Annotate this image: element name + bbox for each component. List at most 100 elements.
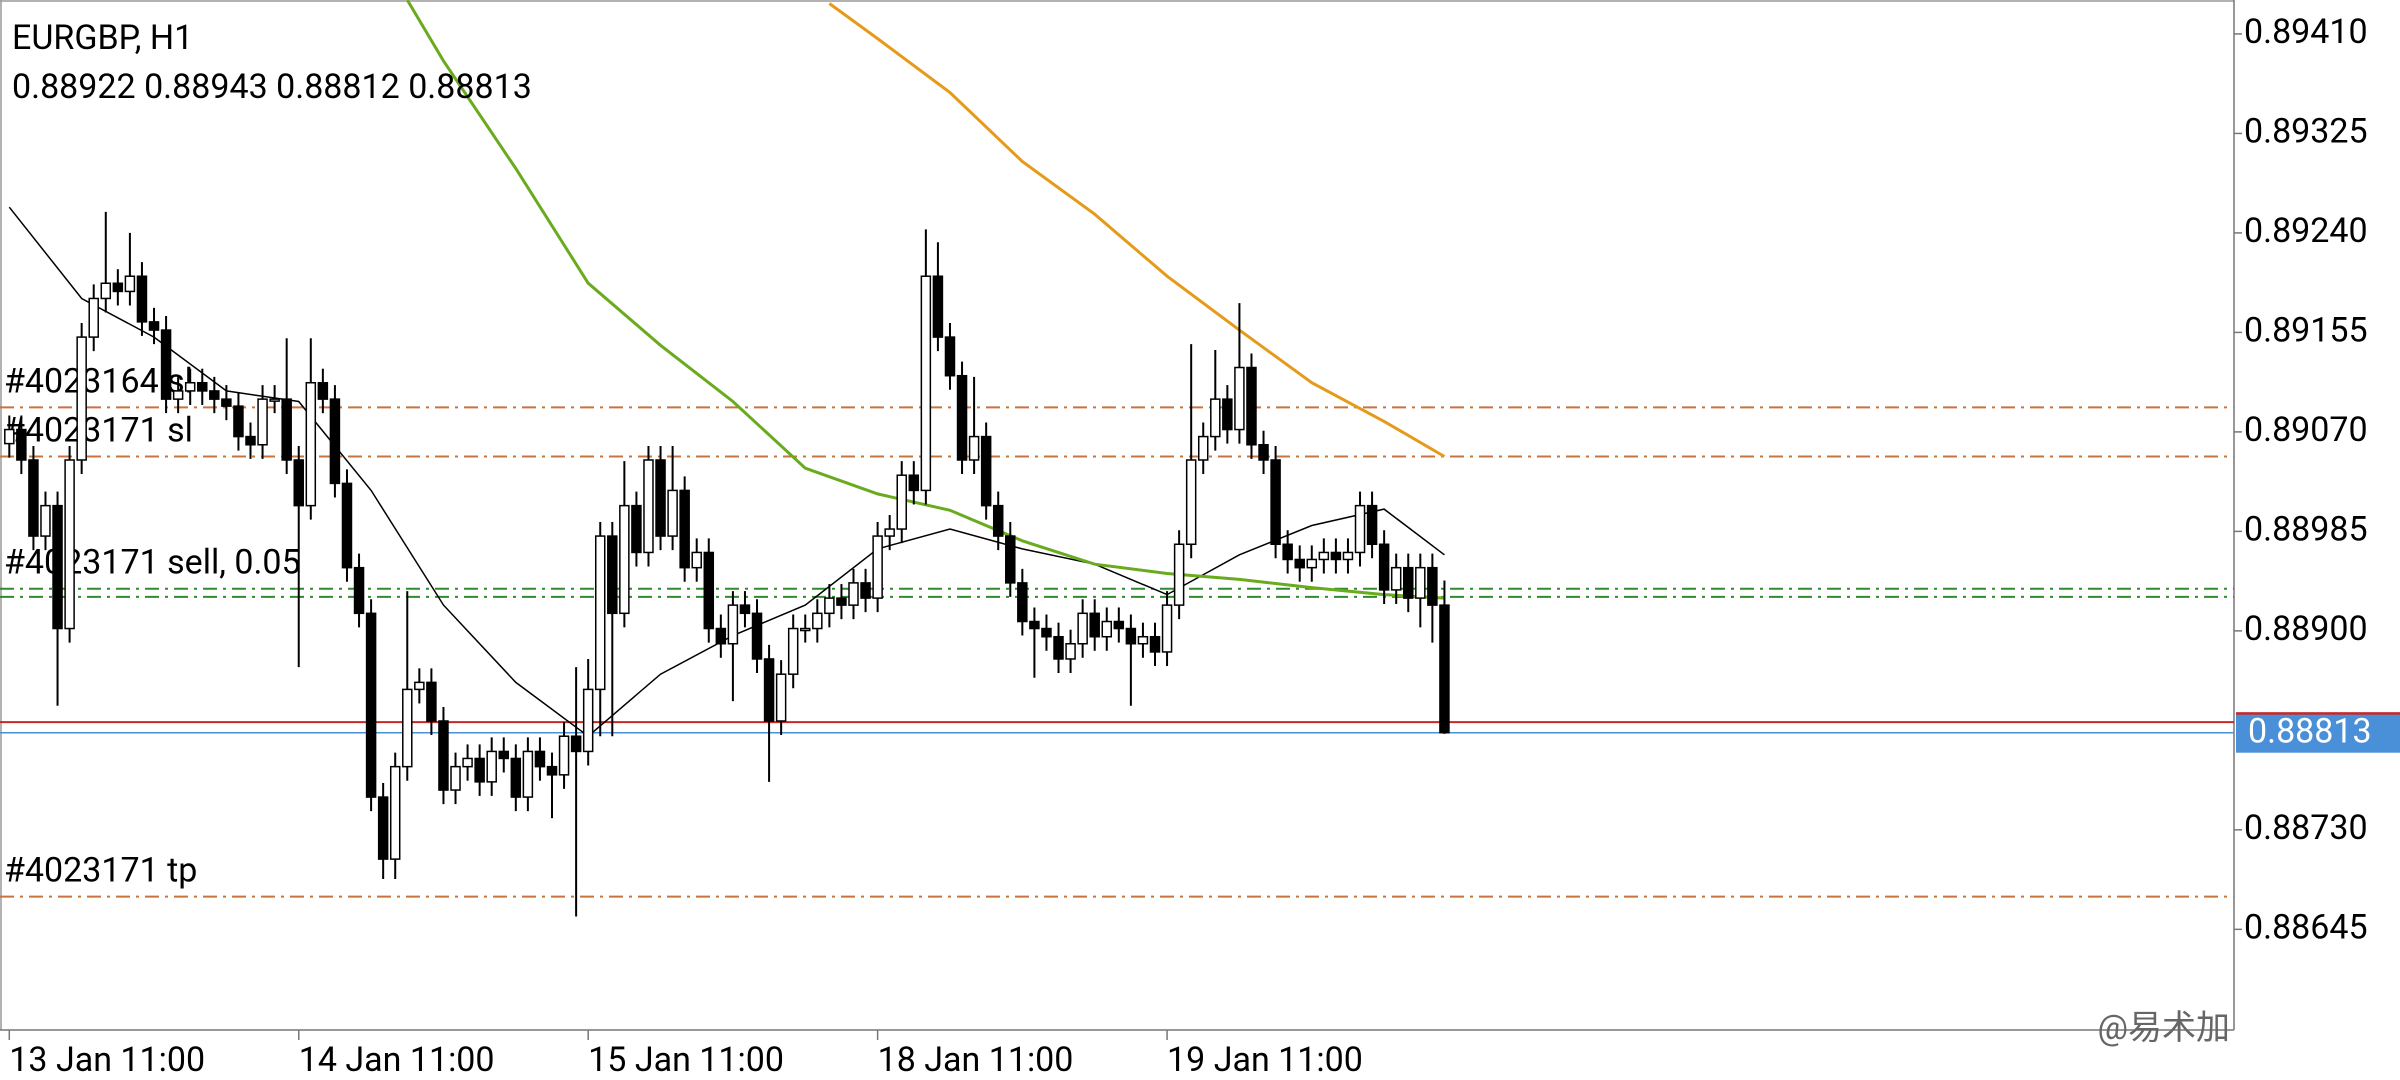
candle-body [64, 459, 75, 630]
candle-body [546, 765, 558, 776]
candle-body [4, 428, 15, 445]
close-value: 0.88813 [408, 67, 532, 107]
candle-body [1354, 504, 1366, 554]
candle-body [534, 750, 546, 768]
candle-body [353, 566, 365, 615]
candle-body [763, 658, 775, 722]
candle-body [76, 336, 87, 461]
candle-body [1282, 543, 1293, 561]
candle-body [679, 489, 690, 569]
candle-body [1390, 566, 1402, 591]
moving-average [828, 2, 1446, 458]
candle-body [896, 474, 907, 530]
x-tick-label: 18 Jan 11:00 [878, 1040, 1074, 1080]
candle-body [727, 604, 739, 645]
candle-body [775, 673, 787, 722]
candle-body [968, 435, 980, 461]
candle-body [1089, 612, 1100, 638]
y-tick-label: 0.89410 [2244, 12, 2368, 52]
candle-body [607, 535, 618, 615]
candle-body [1330, 551, 1342, 561]
ohlc-readout: 0.88922 0.88943 0.88812 0.88813 [12, 67, 532, 107]
candle-body [438, 720, 449, 791]
x-tick-label: 13 Jan 11:00 [9, 1040, 205, 1080]
plot: #4023164 sl#4023171 sl#4023171 sell, 0.0… [0, 0, 2234, 917]
y-tick-label: 0.89325 [2244, 111, 2368, 151]
y-tick-label: 0.89240 [2244, 211, 2368, 251]
candle-body [450, 765, 461, 791]
level-label: #4023171 sell, 0.05 [4, 543, 301, 583]
candle-body [124, 275, 136, 293]
candle-body [570, 735, 582, 753]
candle-body [1222, 398, 1233, 431]
candle-body [197, 381, 208, 392]
candle-body [667, 489, 678, 537]
candle-body [1137, 635, 1149, 645]
price-label: 0.88813 [2248, 712, 2372, 752]
candle-body [1197, 435, 1209, 461]
candle-body [836, 597, 847, 606]
candle-body [944, 336, 956, 377]
candle-body [317, 381, 329, 400]
candle-body [510, 757, 522, 798]
watermark: @易术加 [2097, 1008, 2230, 1048]
candle-body [582, 688, 594, 753]
high-value: 0.88943 [144, 67, 268, 107]
candle-body [136, 275, 148, 323]
candle-body [956, 374, 968, 461]
candle-body [558, 735, 570, 776]
candle-body [1366, 504, 1378, 546]
candle-body [281, 398, 292, 461]
y-tick-label: 0.89155 [2244, 310, 2368, 350]
chart-title: EURGBP, H1 [12, 18, 193, 58]
candle-body [1185, 459, 1197, 546]
candle-body [160, 329, 172, 400]
candle-body [486, 750, 497, 783]
candle-body [619, 504, 630, 615]
candle-body [1161, 604, 1173, 653]
candle-body [426, 681, 437, 722]
candle-body [751, 612, 763, 660]
candle-body [848, 582, 859, 606]
candle-body [148, 321, 160, 331]
open-value: 0.88922 [12, 67, 136, 107]
candle-body [715, 627, 727, 645]
x-tick-label: 15 Jan 11:00 [588, 1040, 784, 1080]
x-tick-label: 19 Jan 11:00 [1167, 1040, 1363, 1080]
candle-body [1077, 612, 1088, 645]
candle-body [1378, 543, 1390, 591]
candle-body [462, 757, 473, 768]
candle-body [245, 435, 256, 446]
candle-body [184, 381, 196, 392]
candle-body [1415, 566, 1426, 599]
candle-body [1306, 558, 1318, 569]
candle-body [824, 597, 835, 615]
y-tick-label: 0.88900 [2244, 609, 2368, 649]
price-box [2236, 714, 2400, 753]
candle-body [800, 627, 811, 632]
candle-body [631, 504, 642, 554]
candle-body [1403, 566, 1414, 599]
candle-body [233, 405, 244, 438]
candle-body [365, 612, 377, 798]
candle-body [1342, 551, 1354, 561]
candle-body [1234, 366, 1245, 431]
candle-body [257, 398, 268, 446]
candle-body [787, 627, 799, 675]
candle-body [1439, 604, 1450, 734]
level-label: #4023171 sl [4, 410, 193, 450]
candle-body [920, 275, 932, 492]
candle-body [908, 474, 920, 492]
candle-body [655, 459, 666, 537]
y-tick-label: 0.89070 [2244, 410, 2368, 450]
candle-body [40, 504, 51, 537]
candle-body [293, 459, 304, 507]
candle-body [88, 297, 99, 338]
y-tick-label: 0.88645 [2244, 907, 2368, 947]
candle-body [377, 796, 389, 860]
candle-body [1065, 643, 1076, 660]
candle-body [112, 282, 124, 293]
candle-body [1101, 620, 1113, 638]
